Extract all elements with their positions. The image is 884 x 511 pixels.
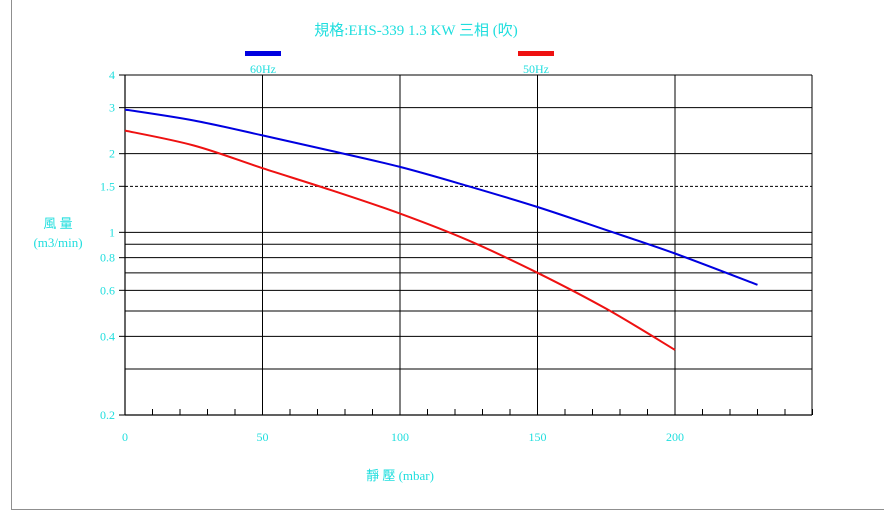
legend-swatch-60hz (245, 51, 281, 56)
y-axis-label-line2: (m3/min) (33, 235, 82, 250)
y-tick-label: 0.8 (100, 251, 115, 265)
series-line-60hz (124, 108, 758, 286)
x-tick-label: 200 (666, 430, 684, 444)
x-axis-label: 靜 壓 (mbar) (366, 468, 434, 483)
y-tick-label: 3 (109, 101, 115, 115)
x-tick-label: 50 (257, 430, 269, 444)
legend: 60Hz 50Hz (245, 51, 554, 76)
legend-swatch-50hz (518, 51, 554, 56)
series-lines (124, 108, 758, 351)
x-tick-label: 100 (391, 430, 409, 444)
axis-ticks: 0 50 100 150 200 4 3 2 1.5 1 0.8 0.6 0.4 0.2 (100, 68, 813, 444)
y-tick-label: 0.2 (100, 408, 115, 422)
x-tick-label: 150 (529, 430, 547, 444)
y-tick-label: 0.4 (100, 329, 115, 343)
plot-grid (124, 74, 813, 416)
y-tick-label: 4 (109, 68, 115, 82)
y-tick-label: 1 (109, 225, 115, 239)
legend-label-50hz: 50Hz (523, 62, 549, 76)
chart-title: 規格:EHS-339 1.3 KW 三相 (吹) (314, 22, 517, 39)
y-tick-label: 0.6 (100, 283, 115, 297)
legend-label-60hz: 60Hz (250, 62, 276, 76)
x-tick-label: 0 (122, 430, 128, 444)
y-axis-label-line1: 風 量 (43, 216, 72, 231)
y-tick-label: 2 (109, 147, 115, 161)
chart-frame (11, 0, 884, 510)
series-line-50hz (124, 129, 676, 351)
y-tick-label: 1.5 (100, 179, 115, 193)
